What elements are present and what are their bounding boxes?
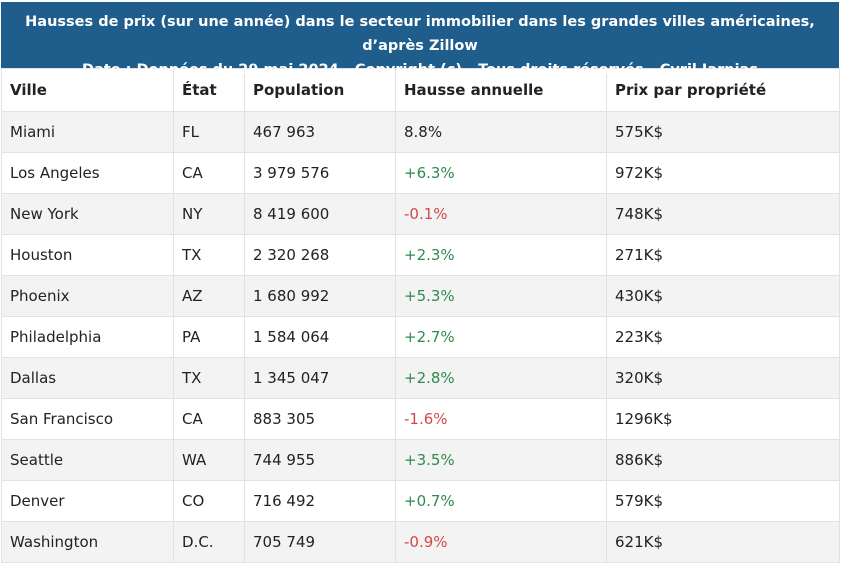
- cell-city: New York: [1, 193, 174, 235]
- cell-population: 3 979 576: [244, 152, 396, 194]
- cell-price: 886K$: [606, 439, 840, 481]
- cell-price: 223K$: [606, 316, 840, 358]
- cell-annual-change: -1.6%: [395, 398, 607, 440]
- table-row: Los Angeles CA 3 979 576 +6.3% 972K$: [1, 152, 840, 194]
- cell-population: 716 492: [244, 480, 396, 522]
- cell-population: 1 345 047: [244, 357, 396, 399]
- cell-population: 744 955: [244, 439, 396, 481]
- cell-annual-change: -0.1%: [395, 193, 607, 235]
- cell-price: 1296K$: [606, 398, 840, 440]
- cell-city: Dallas: [1, 357, 174, 399]
- cell-population: 2 320 268: [244, 234, 396, 276]
- cell-price: 430K$: [606, 275, 840, 317]
- cell-state: D.C.: [173, 521, 245, 563]
- cell-population: 1 680 992: [244, 275, 396, 317]
- table-body: Miami FL 467 963 8.8% 575K$ Los Angeles CA 3 97…: [1, 111, 840, 563]
- cell-city: Los Angeles: [1, 152, 174, 194]
- table-row: Denver CO 716 492 +0.7% 579K$: [1, 480, 840, 522]
- cell-city: Seattle: [1, 439, 174, 481]
- table-row: Miami FL 467 963 8.8% 575K$: [1, 111, 840, 153]
- cell-annual-change: +2.8%: [395, 357, 607, 399]
- table-row: New York NY 8 419 600 -0.1% 748K$: [1, 193, 840, 235]
- cell-city: Phoenix: [1, 275, 174, 317]
- cell-population: 1 584 064: [244, 316, 396, 358]
- cell-state: NY: [173, 193, 245, 235]
- cell-annual-change: +5.3%: [395, 275, 607, 317]
- cell-city: Washington: [1, 521, 174, 563]
- cell-population: 467 963: [244, 111, 396, 153]
- column-header-state: État: [173, 68, 245, 112]
- table-header: Ville État Population Hausse annuelle Pr…: [1, 68, 840, 112]
- cell-city: Denver: [1, 480, 174, 522]
- table-row: Washington D.C. 705 749 -0.9% 621K$: [1, 521, 840, 563]
- column-header-annual-change: Hausse annuelle: [395, 68, 607, 112]
- cell-city: Miami: [1, 111, 174, 153]
- cell-state: PA: [173, 316, 245, 358]
- cell-annual-change: +3.5%: [395, 439, 607, 481]
- cell-price: 579K$: [606, 480, 840, 522]
- cell-state: AZ: [173, 275, 245, 317]
- cell-annual-change: 8.8%: [395, 111, 607, 153]
- cell-state: TX: [173, 357, 245, 399]
- cell-price: 972K$: [606, 152, 840, 194]
- cell-population: 705 749: [244, 521, 396, 563]
- cell-state: WA: [173, 439, 245, 481]
- cell-annual-change: -0.9%: [395, 521, 607, 563]
- cell-annual-change: +0.7%: [395, 480, 607, 522]
- banner-title: Hausses de prix (sur une année) dans le …: [25, 14, 815, 54]
- cell-state: CO: [173, 480, 245, 522]
- cell-annual-change: +6.3%: [395, 152, 607, 194]
- cell-price: 320K$: [606, 357, 840, 399]
- table-row: Dallas TX 1 345 047 +2.8% 320K$: [1, 357, 840, 399]
- column-header-city: Ville: [1, 68, 174, 112]
- cell-price: 271K$: [606, 234, 840, 276]
- table-row: Seattle WA 744 955 +3.5% 886K$: [1, 439, 840, 481]
- table-row: Phoenix AZ 1 680 992 +5.3% 430K$: [1, 275, 840, 317]
- header-row: Ville État Population Hausse annuelle Pr…: [1, 68, 840, 112]
- cell-state: FL: [173, 111, 245, 153]
- cell-city: San Francisco: [1, 398, 174, 440]
- banner-subtitle: Date : Données du 29 mai 2024 - Copyrigh…: [82, 62, 758, 78]
- cell-annual-change: +2.7%: [395, 316, 607, 358]
- cell-city: Philadelphia: [1, 316, 174, 358]
- table-row: Houston TX 2 320 268 +2.3% 271K$: [1, 234, 840, 276]
- cell-price: 748K$: [606, 193, 840, 235]
- cell-state: CA: [173, 152, 245, 194]
- table-banner: Hausses de prix (sur une année) dans le …: [1, 2, 839, 78]
- cell-state: TX: [173, 234, 245, 276]
- cell-city: Houston: [1, 234, 174, 276]
- column-header-price: Prix par propriété: [606, 68, 840, 112]
- cell-price: 621K$: [606, 521, 840, 563]
- cell-state: CA: [173, 398, 245, 440]
- city-price-table: Ville État Population Hausse annuelle Pr…: [1, 68, 840, 563]
- table-row: San Francisco CA 883 305 -1.6% 1296K$: [1, 398, 840, 440]
- cell-population: 883 305: [244, 398, 396, 440]
- cell-price: 575K$: [606, 111, 840, 153]
- cell-annual-change: +2.3%: [395, 234, 607, 276]
- cell-population: 8 419 600: [244, 193, 396, 235]
- table-row: Philadelphia PA 1 584 064 +2.7% 223K$: [1, 316, 840, 358]
